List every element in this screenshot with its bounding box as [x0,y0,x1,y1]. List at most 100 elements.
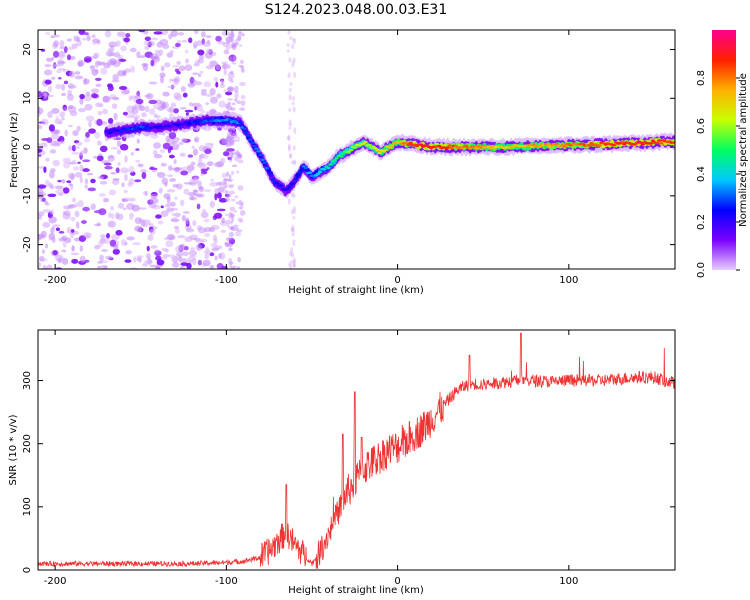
spectrogram-cell [48,85,52,93]
spectrogram-cell [152,103,161,110]
spectrogram-cell [66,180,72,184]
spectrogram-cell [41,249,45,254]
spectrogram-cell [121,89,130,95]
spectrogram-cell [72,130,79,136]
spectrogram-cell [192,189,199,193]
spectrogram-cell [109,45,115,48]
spectrogram-cell [293,160,297,166]
spectrogram-cell [219,83,226,89]
spectrogram-cell [287,145,291,152]
spectrogram-cell [66,227,72,232]
ridge-cell [328,163,333,166]
spectrogram-cell [180,262,189,267]
spectrogram-cell [235,231,242,237]
spectrogram-cell [234,92,239,99]
ridge-cell [363,140,368,144]
ridge-cell [170,125,175,128]
spectrogram-cell [61,258,69,265]
spectrogram-cell [293,71,297,79]
spectrogram-cell [115,167,120,174]
ridge-cell [108,131,113,134]
spectrogram-cell [122,198,129,202]
spectrogram-cell [50,76,56,80]
ridge-cell [254,147,259,150]
spectrogram-cell [192,148,198,156]
spectrogram-cell [122,207,127,211]
spectrogram-cell [46,264,53,269]
spectrogram-cell [292,193,296,198]
spectrogram-cell [236,201,239,205]
spectrogram-cell [292,263,296,268]
spectrogram-cell [174,226,179,229]
spectrogram-cell [292,259,296,266]
spectrogram-cell [236,229,243,232]
ridge-cell [352,146,358,149]
spectrogram-cell [286,135,290,141]
ridge-cell [367,143,372,147]
spectrogram-cell [62,157,71,163]
spectrogram-cell [104,30,112,38]
spectrogram-cell [90,203,96,210]
spectrogram-cell [82,37,87,41]
spectrogram-cell [287,198,291,205]
ridge-cell [654,141,660,145]
spectrogram-cell [130,65,135,73]
spectrogram-cell [228,184,235,188]
spectrogram-cell [156,171,161,176]
spectrogram-cell [59,46,66,50]
y-tick-label: 200 [22,434,33,453]
ridge-cell [297,171,302,174]
spectrogram-cell [117,162,121,166]
ridge-cell [260,158,265,162]
spectrogram-cell [221,61,228,65]
spectrogram-cell [236,170,240,174]
spectrogram-cell [229,156,233,163]
spectrogram-cell [289,260,293,265]
ridge-cell [648,142,654,145]
ridge-cell [287,185,292,188]
spectrogram-cell [103,237,111,244]
spectrogram-cell [95,102,102,108]
spectrogram-cell [155,255,162,261]
spectrogram-cell [171,212,176,216]
spectrogram-cell [223,49,230,55]
spectrogram-cell [84,103,93,111]
spectrogram-cell [146,253,151,260]
spectrogram-cell [68,145,72,152]
spectrogram-cell [221,30,231,36]
spectrogram-cell [232,224,239,228]
spectrogram-cell [116,140,122,147]
spectrogram-cell [79,255,86,263]
spectrogram-cell [41,138,50,141]
ridge-cell [529,145,535,149]
spectrogram-cell [58,231,65,234]
spectrogram-cell [234,85,239,92]
spectrogram-cell [240,94,246,100]
spectrogram-cell [103,162,112,166]
spectrogram-cell [135,159,141,163]
spectrogram-cell [156,259,165,266]
spectrogram-cell [106,233,110,239]
spectrogram-cell [79,98,84,105]
colorbar-tick-label: 0.4 [696,166,707,182]
spectrogram-cell [186,262,192,269]
spectrogram-cell [47,193,57,198]
spectrogram-cell [84,178,89,185]
ridge-cell [285,187,290,191]
spectrogram-cell [125,33,131,38]
spectrogram-cell [235,42,239,46]
spectrogram-cell [288,126,292,130]
spectrogram-cell [225,193,232,198]
spectrogram-cell [289,82,293,86]
spectrogram-cell [239,59,244,65]
ridge-cell [387,146,393,149]
spectrogram-cell [166,196,171,202]
spectrogram-cell [50,228,55,234]
spectrogram-cell [100,234,106,238]
spectrogram-cell [169,78,173,83]
spectrogram-cell [79,176,83,184]
spectrogram-cell [70,173,75,181]
spectrogram-cell [85,131,90,138]
spectrogram-cell [69,231,75,239]
spectrogram-cell [94,244,101,250]
